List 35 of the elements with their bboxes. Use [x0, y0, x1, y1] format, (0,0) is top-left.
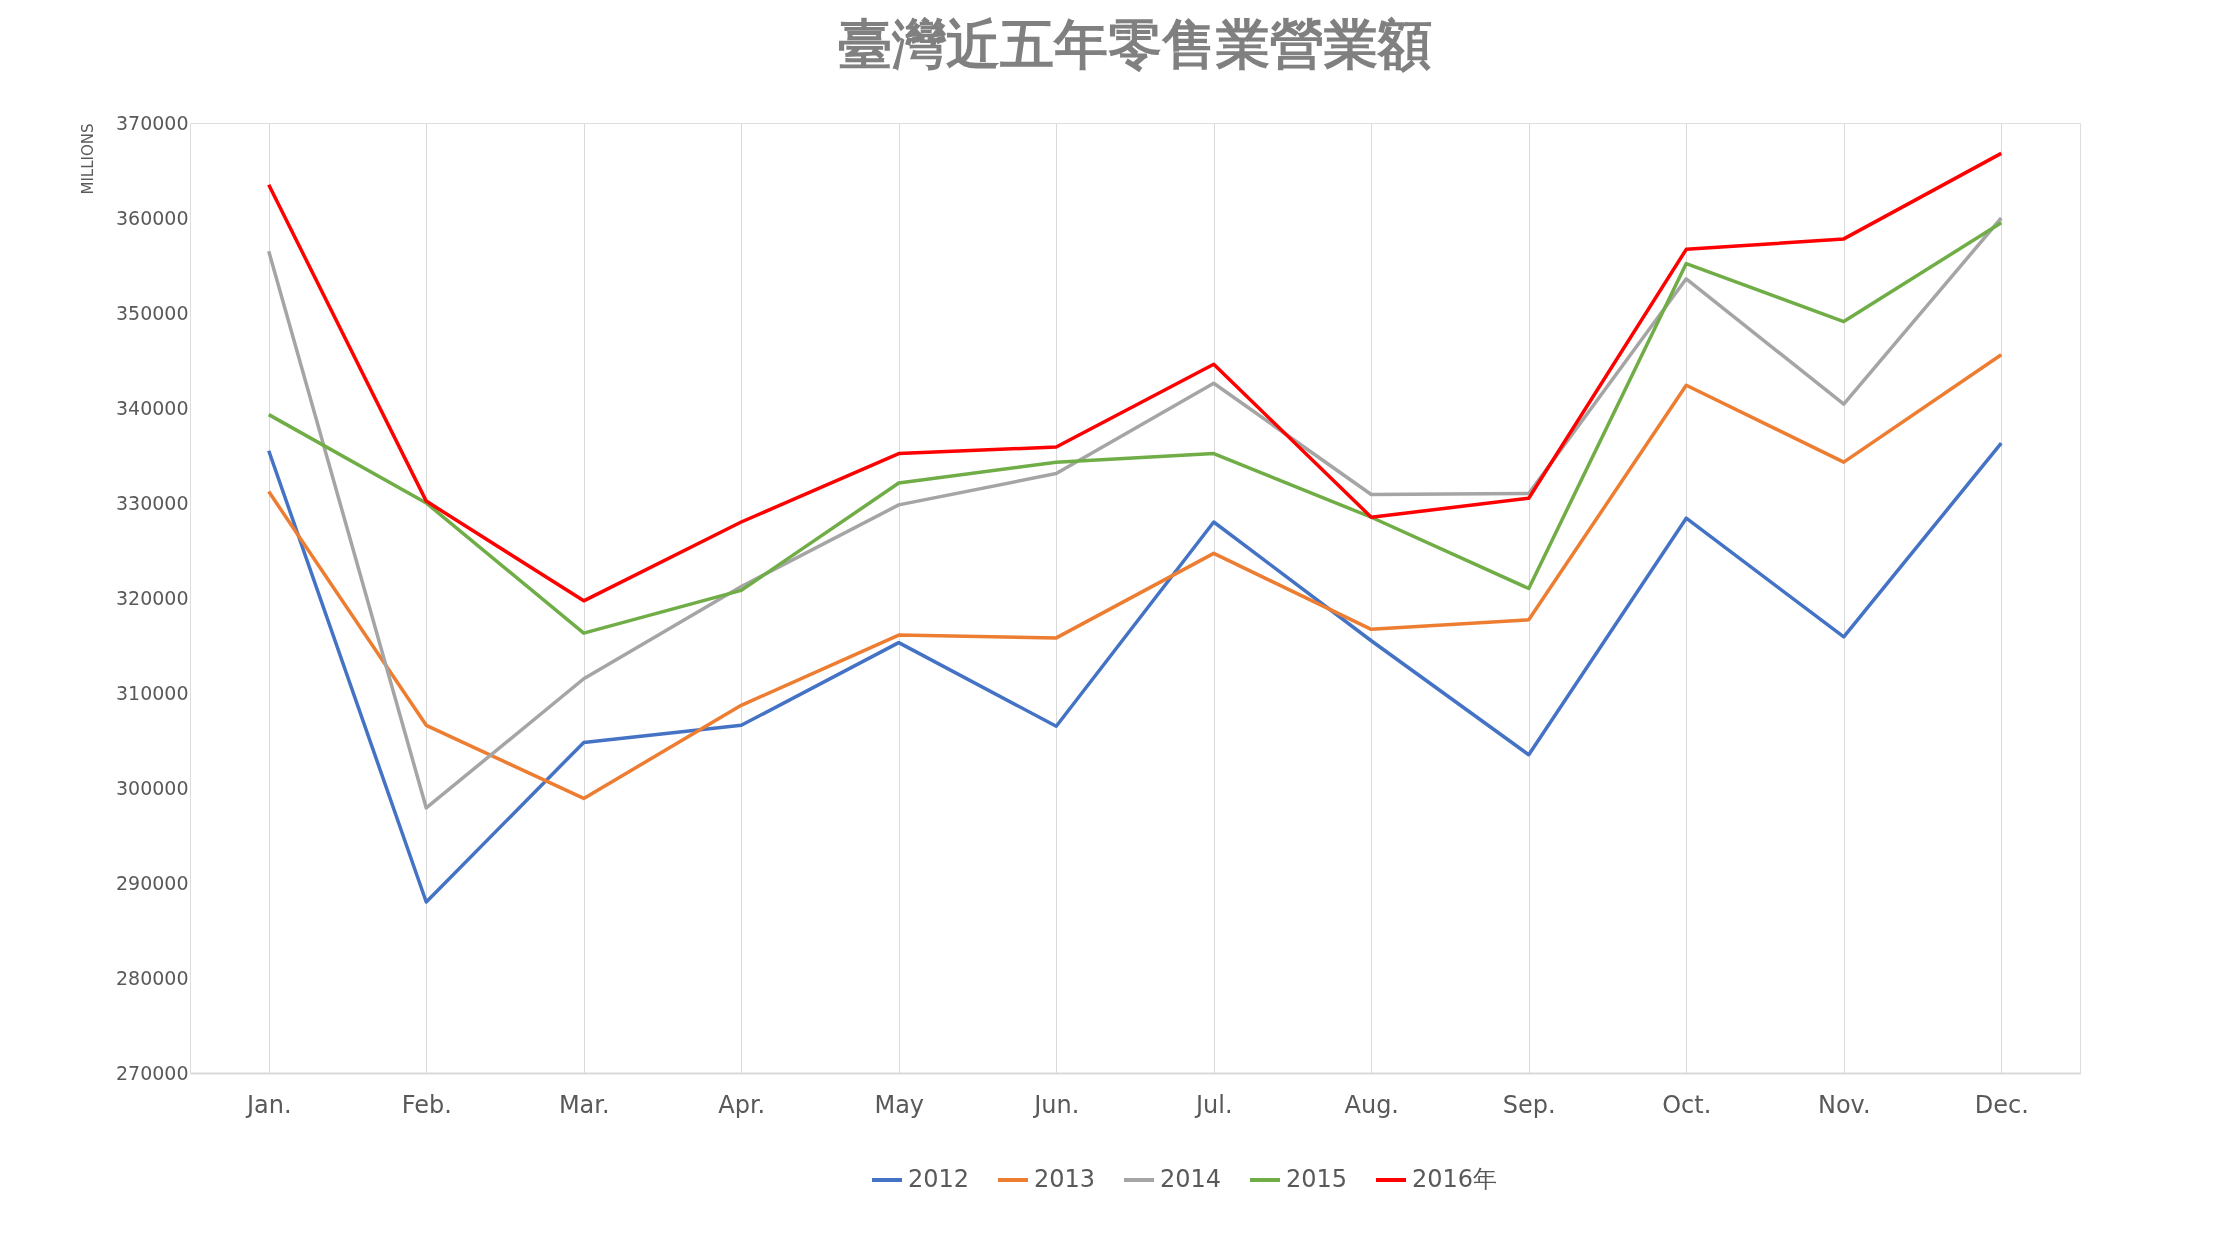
x-tick-label: Apr.	[718, 1090, 766, 1119]
y-tick-label: 310000	[115, 681, 189, 704]
legend-label: 2016年	[1412, 1165, 1498, 1193]
legend-label: 2014	[1160, 1165, 1222, 1193]
y-axis-title: MILLIONS	[78, 123, 97, 195]
line-series	[267, 353, 2003, 801]
y-tick-label: 290000	[115, 871, 189, 894]
x-tick-label: Jul.	[1193, 1090, 1233, 1119]
legend-label: 2012	[908, 1165, 970, 1193]
line-series	[267, 151, 2003, 603]
y-tick-label: 360000	[115, 206, 189, 229]
x-tick-label: Dec.	[1974, 1090, 2029, 1119]
chart-title: 臺灣近五年零售業營業額	[838, 13, 1432, 76]
y-tick-label: 270000	[115, 1061, 189, 1084]
y-tick-label: 320000	[115, 586, 189, 609]
y-tick-label: 330000	[115, 491, 189, 514]
y-tick-label: 370000	[115, 111, 189, 134]
legend-label: 2013	[1034, 1165, 1096, 1193]
line-series	[267, 221, 2003, 635]
x-tick-label: May	[874, 1090, 925, 1119]
x-tick-label: Oct.	[1662, 1090, 1712, 1119]
line-series	[267, 441, 2003, 904]
x-tick-label: Jun.	[1032, 1090, 1080, 1119]
y-tick-label: 340000	[115, 396, 189, 419]
y-tick-label: 300000	[115, 776, 189, 799]
x-tick-label: Nov.	[1817, 1090, 1871, 1119]
x-tick-label: Feb.	[401, 1090, 452, 1119]
y-tick-label: 350000	[115, 301, 189, 324]
line-series	[267, 216, 2003, 810]
y-tick-label: 280000	[115, 966, 189, 989]
legend-label: 2015	[1286, 1165, 1348, 1193]
x-tick-label: Mar.	[558, 1090, 610, 1119]
x-tick-label: Jan.	[244, 1090, 292, 1119]
x-tick-label: Sep.	[1502, 1090, 1556, 1119]
x-tick-label: Aug.	[1344, 1090, 1399, 1119]
